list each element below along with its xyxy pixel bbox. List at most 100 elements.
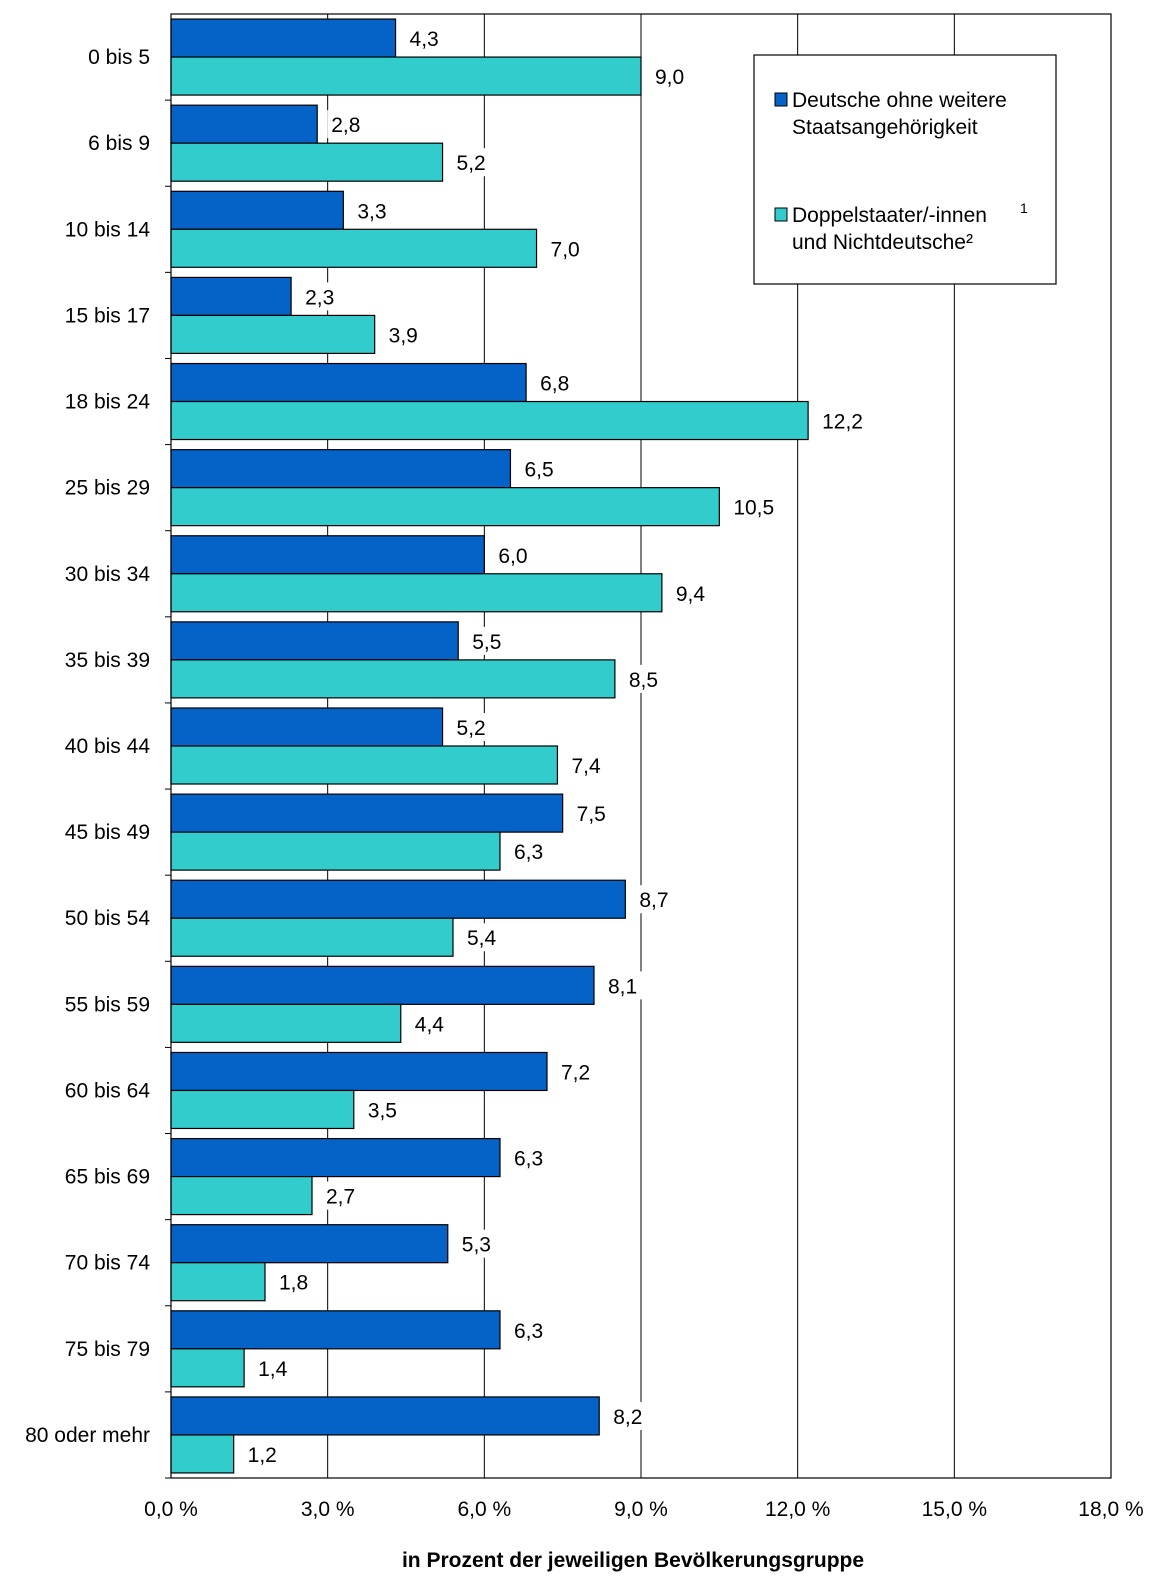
data-label-bg — [494, 540, 545, 569]
legend-box — [753, 54, 1057, 285]
category-label: 65 bis 69 — [65, 1166, 150, 1189]
data-label-series0-8: 5,2 — [457, 717, 486, 740]
data-label-bg — [624, 664, 675, 693]
data-label-series0-1: 2,8 — [331, 114, 360, 137]
data-label-bg — [327, 110, 378, 139]
data-label-bg — [520, 454, 571, 483]
x-tick-label-1: 3,0 % — [301, 1498, 355, 1521]
bar-series0-0 — [170, 18, 397, 58]
data-label-series0-15: 6,3 — [514, 1320, 543, 1343]
data-label-bg — [457, 1229, 508, 1258]
category-label: 50 bis 54 — [65, 907, 151, 930]
legend-swatch-deutsche — [774, 92, 788, 107]
x-tick-label-3: 9,0 % — [614, 1498, 668, 1521]
bar-series1-12 — [170, 1089, 355, 1130]
data-label-series1-2: 7,0 — [551, 238, 580, 261]
data-label-bg — [818, 406, 869, 435]
bar-series0-16 — [170, 1396, 600, 1436]
bar-series1-16 — [170, 1434, 235, 1474]
bar-series0-1 — [170, 104, 318, 144]
data-label-bg — [546, 234, 597, 263]
data-label-bg — [452, 148, 503, 177]
category-label: 15 bis 17 — [65, 304, 150, 327]
bar-series0-6 — [170, 535, 485, 575]
bar-series1-15 — [170, 1348, 245, 1388]
data-label-series1-15: 1,4 — [258, 1358, 288, 1381]
bar-series1-10 — [170, 917, 454, 957]
data-label-bg — [536, 368, 587, 397]
bar-series0-10 — [170, 879, 626, 919]
x-tick-label-4: 12,0 % — [765, 1498, 830, 1521]
category-label: 55 bis 59 — [65, 993, 150, 1016]
category-labels: 0 bis 5 6 bis 9 10 bis 14 15 bis 17 18 bis 2… — [25, 46, 171, 1479]
data-label-series0-10: 8,7 — [639, 889, 668, 912]
data-label-bg — [468, 626, 519, 655]
category-label: 25 bis 29 — [65, 477, 150, 500]
category-label: 10 bis 14 — [65, 218, 151, 241]
legend-swatch-doppelstaater — [774, 207, 788, 222]
category-label: 18 bis 24 — [65, 391, 151, 414]
data-label-series1-4: 12,2 — [822, 411, 863, 434]
x-axis-title: in Prozent der jeweiligen Bevölkerungsgr… — [402, 1549, 864, 1572]
bar-series1-4 — [170, 400, 809, 441]
data-label-bg — [609, 1401, 660, 1430]
data-label-bg — [510, 837, 560, 866]
legend-superscript: 1 — [1020, 200, 1028, 216]
bar-series0-7 — [170, 621, 459, 661]
data-label-series0-14: 5,3 — [462, 1234, 491, 1257]
legend: Deutsche ohne weitere Staatsangehörigkei… — [753, 54, 1057, 285]
data-label-series1-3: 3,9 — [389, 324, 418, 347]
data-label-bg — [322, 1181, 372, 1210]
data-label-bg — [567, 751, 618, 779]
category-label: 45 bis 49 — [65, 821, 150, 844]
data-label-bg — [363, 1095, 414, 1124]
data-label-series1-1: 5,2 — [457, 152, 486, 175]
x-tick-labels: 0,0 % 3,0 % 6,0 % 9,0 % 12,0 % 15,0 % 18,0 % — [144, 1498, 1144, 1521]
data-label-series0-16: 8,2 — [613, 1406, 642, 1429]
bar-series1-13 — [170, 1175, 313, 1216]
x-tick-label-6: 18,0 % — [1078, 1498, 1143, 1521]
bar-series0-2 — [170, 190, 344, 230]
data-label-bg — [557, 1057, 607, 1086]
bar-series1-7 — [170, 659, 616, 699]
data-label-series1-6: 9,4 — [676, 583, 706, 606]
data-label-series1-5: 10,5 — [733, 497, 774, 520]
bar-series0-15 — [170, 1310, 501, 1350]
plot-border — [170, 13, 1112, 1479]
category-label: 35 bis 39 — [65, 649, 150, 672]
bar-series0-4 — [170, 362, 527, 403]
bar-series1-0 — [170, 56, 642, 96]
data-label-series1-12: 3,5 — [368, 1099, 397, 1122]
bar-series0-11 — [170, 965, 595, 1005]
bar-series1-11 — [170, 1003, 402, 1043]
data-label-series0-0: 4,3 — [410, 28, 439, 51]
data-label-bg — [410, 1009, 461, 1038]
bar-series0-9 — [170, 793, 564, 833]
data-labels: 4,3 2,8 3,3 2,3 6,8 6,5 6,0 5,5 5,2 7,5 8,7 8,1 7,2 6… — [248, 28, 863, 1467]
data-label-bg — [384, 320, 435, 349]
x-tick-label-0: 0,0 % — [144, 1498, 198, 1521]
data-label-series1-7: 8,5 — [629, 669, 658, 692]
legend-label-deutsche-line1: Deutsche ohne weitere — [792, 89, 1007, 112]
bar-series1-8 — [170, 745, 559, 785]
bar-series1-9 — [170, 831, 501, 871]
data-label-series1-13: 2,7 — [326, 1186, 355, 1209]
bar-series1-6 — [170, 573, 663, 613]
data-label-bg — [604, 971, 654, 1000]
data-label-series0-4: 6,8 — [540, 373, 569, 396]
x-tick-label-5: 15,0 % — [922, 1498, 987, 1521]
bar-series1-2 — [170, 228, 538, 268]
data-label-series0-6: 6,0 — [498, 545, 527, 568]
data-label-bg — [463, 923, 513, 952]
data-label-bg — [510, 1143, 560, 1172]
plot-frame — [170, 13, 1112, 1479]
bar-series0-13 — [170, 1137, 501, 1178]
data-label-series0-7: 5,5 — [472, 631, 501, 654]
legend-label-deutsche-line2: Staatsangehörigkeit — [792, 116, 978, 139]
data-label-bg — [671, 578, 722, 607]
data-label-bg — [275, 1267, 325, 1296]
bar-series0-14 — [170, 1224, 449, 1264]
category-label: 30 bis 34 — [65, 563, 151, 586]
data-label-series0-2: 3,3 — [357, 200, 386, 223]
bar-series1-1 — [170, 142, 444, 182]
